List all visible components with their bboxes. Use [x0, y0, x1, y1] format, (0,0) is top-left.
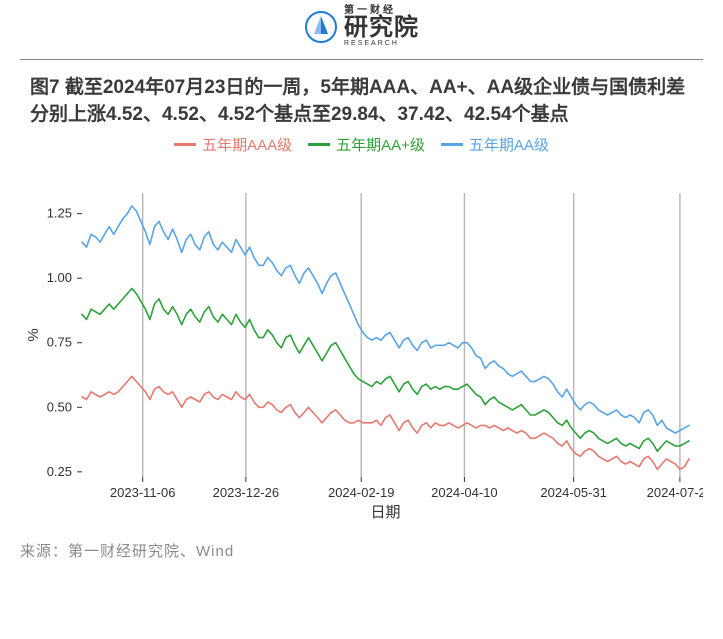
legend-swatch: [308, 143, 330, 146]
svg-text:日期: 日期: [370, 504, 400, 521]
logo-sub-text: RESEARCH: [344, 40, 419, 47]
line-chart: 0.25 0.50 0.75 1.00 1.25 2023-11-06 2023-12-26…: [20, 159, 703, 529]
chart-legend: 五年期AAA级 五年期AA+级 五年期AA级: [20, 133, 703, 155]
svg-text:0.50: 0.50: [47, 399, 72, 414]
source-text: 来源：第一财经研究院、Wind: [20, 540, 703, 561]
legend-label: 五年期AA级: [469, 134, 549, 155]
logo-icon: [304, 10, 338, 44]
svg-text:2024-02-19: 2024-02-19: [328, 485, 395, 500]
logo-main-text: 研究院: [344, 16, 419, 40]
svg-text:2023-12-26: 2023-12-26: [213, 485, 280, 500]
logo: 第一财经 研究院 RESEARCH: [304, 6, 419, 47]
svg-text:2024-04-10: 2024-04-10: [431, 485, 498, 500]
logo-row: 第一财经 研究院 RESEARCH: [0, 0, 723, 53]
svg-text:0.25: 0.25: [47, 463, 72, 478]
chart-container: 五年期AAA级 五年期AA+级 五年期AA级 0.25 0.50 0.75 1.00 1.2…: [20, 133, 703, 534]
svg-text:1.25: 1.25: [47, 205, 72, 220]
legend-label: 五年期AAA级: [202, 134, 292, 155]
svg-text:2024-05-31: 2024-05-31: [540, 485, 607, 500]
svg-text:2024-07-23: 2024-07-23: [647, 485, 703, 500]
svg-text:%: %: [25, 328, 42, 341]
chart-title: 图7 截至2024年07月23日的一周，5年期AAA、AA+、AA级企业债与国债…: [30, 74, 693, 129]
legend-item: 五年期AAA级: [174, 134, 292, 155]
divider: [20, 59, 703, 60]
legend-item: 五年期AA+级: [308, 134, 425, 155]
legend-label: 五年期AA+级: [336, 134, 425, 155]
legend-swatch: [441, 143, 463, 146]
svg-text:2023-11-06: 2023-11-06: [110, 485, 176, 500]
svg-text:1.00: 1.00: [47, 270, 72, 285]
legend-swatch: [174, 143, 196, 146]
legend-item: 五年期AA级: [441, 134, 549, 155]
svg-text:0.75: 0.75: [47, 334, 72, 349]
